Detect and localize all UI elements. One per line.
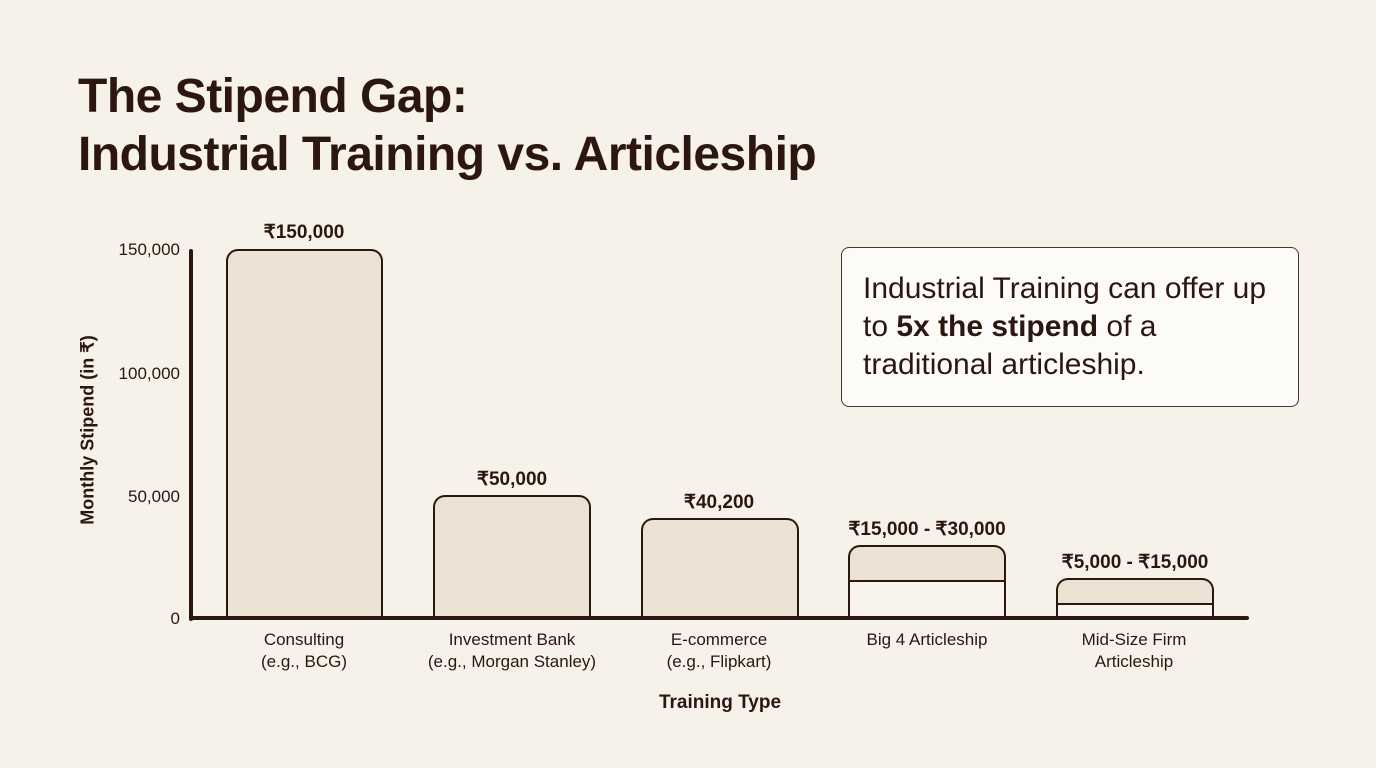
callout-box: Industrial Training can offer up to 5x t… [841,247,1299,407]
category-label-line: (e.g., Morgan Stanley) [427,652,597,671]
callout-text-pre: Industrial Training can offer up to [863,272,1267,343]
callout-text-bold: 5x the stipend [896,310,1099,343]
chart-title: The Stipend Gap: Industrial Training vs.… [78,68,817,184]
x-axis-label: Training Type [658,692,782,713]
y-tick-0: 0 [170,609,180,628]
bar-consulting [226,249,383,618]
category-label-line: Consulting [263,630,345,649]
y-tick-150000: 150,000 [118,240,180,259]
bar-value-label: ₹15,000 - ₹30,000 [848,519,1006,540]
bar-ecommerce [641,518,799,618]
y-tick-50000: 50,000 [128,487,180,506]
category-label-line: (e.g., Flipkart) [666,652,772,671]
bar-value-label: ₹40,200 [683,492,755,513]
category-label-big4: Big 4 Articleship [817,629,1037,651]
x-axis-line [189,616,1249,620]
bar-investment-bank [433,495,591,618]
category-label-midsize: Mid-Size Firm Articleship [1024,629,1244,673]
title-line-2: Industrial Training vs. Articleship [78,128,817,181]
category-label-line: Big 4 Articleship [866,630,988,649]
category-label-ecommerce: E-commerce (e.g., Flipkart) [609,629,829,673]
category-label-consulting: Consulting (e.g., BCG) [194,629,414,673]
bar-range-lower-segment [850,580,1004,618]
bar-midsize-articleship [1056,578,1214,618]
title-line-1: The Stipend Gap: [78,70,468,123]
y-tick-100000: 100,000 [118,364,180,383]
y-axis-line [189,249,193,621]
bar-value-label: ₹150,000 [263,222,345,243]
bar-value-label: ₹50,000 [476,469,548,490]
bar-range-lower-segment [1058,603,1212,618]
category-label-investment-bank: Investment Bank (e.g., Morgan Stanley) [402,629,622,673]
bar-value-label: ₹5,000 - ₹15,000 [1061,552,1209,573]
category-label-line: E-commerce [670,630,768,649]
category-label-line: Articleship [1094,652,1174,671]
bar-big4-articleship [848,545,1006,618]
category-label-line: Investment Bank [448,630,576,649]
category-label-line: Mid-Size Firm [1081,630,1187,649]
callout-text-post: of a traditional articleship. [863,310,1157,381]
category-label-line: (e.g., BCG) [261,652,347,671]
